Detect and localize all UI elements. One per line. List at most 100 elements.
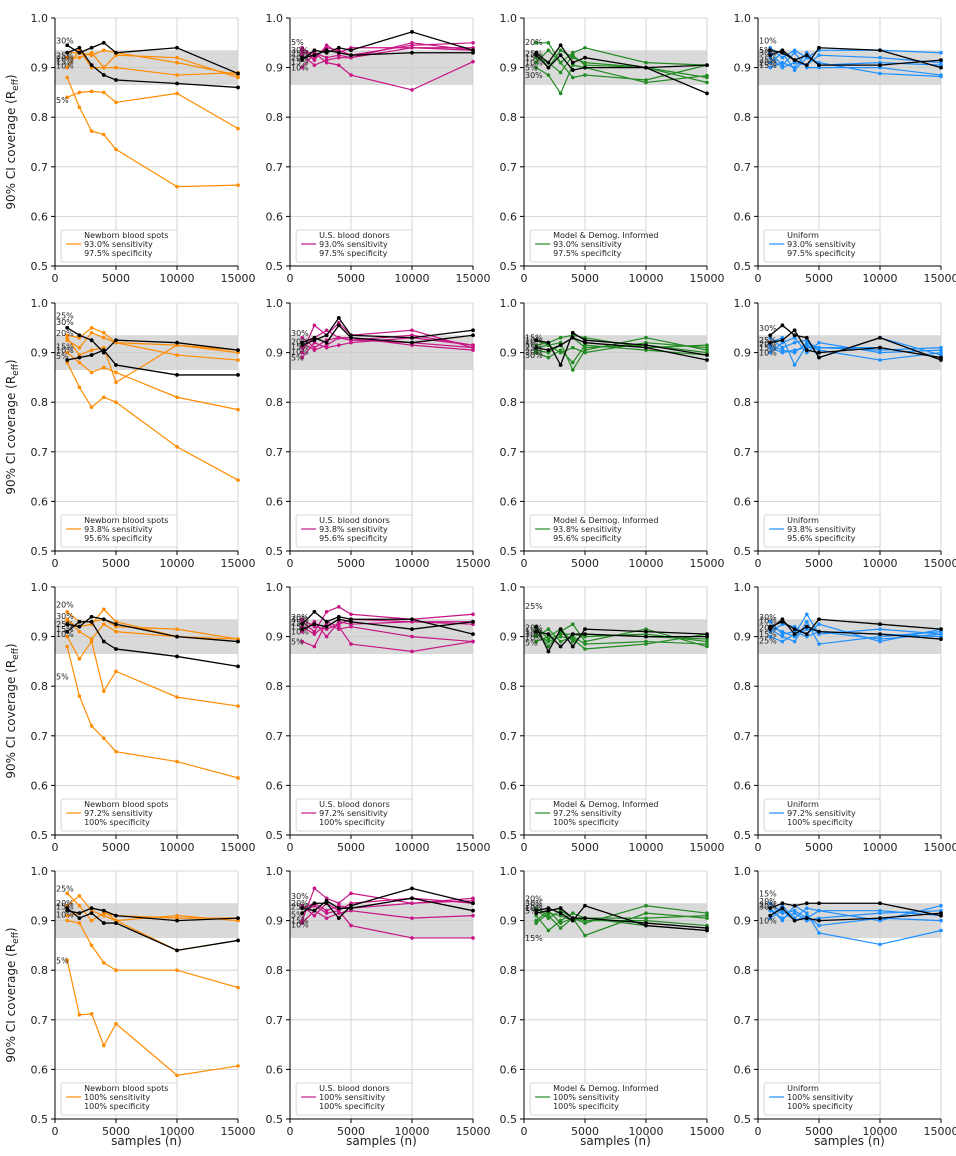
y-tick-label: 1.0 bbox=[500, 12, 518, 25]
y-tick-label: 0.5 bbox=[266, 829, 284, 842]
y-tick-label: 0.6 bbox=[500, 495, 518, 508]
data-point bbox=[583, 46, 587, 50]
x-tick-label: 10000 bbox=[160, 841, 195, 854]
legend-specificity: 100% specificity bbox=[553, 1102, 619, 1111]
data-point bbox=[817, 901, 821, 905]
data-point bbox=[175, 760, 179, 764]
data-point bbox=[547, 348, 551, 352]
data-point bbox=[236, 358, 240, 362]
data-point bbox=[78, 620, 82, 624]
legend-title: Model & Demog. Informed bbox=[553, 1084, 658, 1093]
y-tick-label: 0.5 bbox=[734, 260, 752, 273]
data-point bbox=[571, 346, 575, 350]
data-point bbox=[313, 901, 317, 905]
data-point bbox=[102, 909, 106, 913]
data-point bbox=[817, 346, 821, 350]
data-point bbox=[410, 341, 414, 345]
prevalence-label: 10% bbox=[291, 64, 309, 73]
data-point bbox=[313, 324, 317, 328]
data-point bbox=[337, 46, 341, 50]
prevalence-label: 15% bbox=[759, 61, 777, 70]
legend-title: Newborn blood spots bbox=[84, 1084, 168, 1093]
legend-title: Newborn blood spots bbox=[84, 800, 168, 809]
data-point bbox=[547, 637, 551, 641]
y-tick-label: 0.5 bbox=[266, 545, 284, 558]
data-point bbox=[559, 921, 563, 925]
data-point bbox=[175, 1074, 179, 1078]
data-point bbox=[559, 343, 563, 347]
legend-sensitivity: 93.0% sensitivity bbox=[787, 240, 856, 249]
data-point bbox=[313, 336, 317, 340]
data-point bbox=[571, 61, 575, 65]
data-point bbox=[705, 74, 709, 78]
data-point bbox=[325, 56, 329, 60]
legend-specificity: 100% specificity bbox=[787, 818, 853, 827]
x-tick-label: 15000 bbox=[690, 1125, 725, 1138]
y-tick-label: 0.7 bbox=[500, 1014, 518, 1027]
data-point bbox=[90, 724, 94, 728]
legend-title: Uniform bbox=[787, 516, 819, 525]
data-point bbox=[78, 346, 82, 350]
data-point bbox=[559, 926, 563, 930]
data-point bbox=[313, 909, 317, 913]
y-tick-label: 0.5 bbox=[734, 829, 752, 842]
prevalence-label: 10% bbox=[291, 628, 309, 637]
y-tick-label: 0.8 bbox=[31, 396, 49, 409]
data-point bbox=[939, 919, 943, 923]
data-point bbox=[559, 906, 563, 910]
prevalence-label: 10% bbox=[56, 630, 74, 639]
data-point bbox=[114, 101, 118, 105]
data-point bbox=[583, 61, 587, 65]
data-point bbox=[644, 904, 648, 908]
data-point bbox=[410, 916, 414, 920]
y-tick-label: 0.9 bbox=[266, 915, 284, 928]
x-tick-label: 0 bbox=[287, 841, 294, 854]
data-point bbox=[325, 333, 329, 337]
data-point bbox=[175, 948, 179, 952]
data-point bbox=[471, 632, 475, 636]
data-point bbox=[547, 61, 551, 65]
data-point bbox=[571, 645, 575, 649]
data-point bbox=[313, 914, 317, 918]
data-point bbox=[644, 916, 648, 920]
x-tick-label: 0 bbox=[52, 557, 59, 570]
data-point bbox=[349, 892, 353, 896]
data-point bbox=[114, 381, 118, 385]
data-point bbox=[236, 478, 240, 482]
data-point bbox=[78, 657, 82, 661]
x-tick-label: 15000 bbox=[221, 272, 256, 285]
data-point bbox=[175, 914, 179, 918]
y-tick-label: 0.8 bbox=[500, 396, 518, 409]
data-point bbox=[571, 637, 575, 641]
prevalence-label: 30% bbox=[525, 71, 543, 80]
data-point bbox=[410, 936, 414, 940]
y-tick-label: 0.5 bbox=[500, 260, 518, 273]
data-point bbox=[705, 346, 709, 350]
data-point bbox=[817, 931, 821, 935]
y-tick-label: 0.6 bbox=[266, 495, 284, 508]
data-point bbox=[90, 46, 94, 50]
prevalence-label: 10% bbox=[759, 917, 777, 926]
prevalence-label: 10% bbox=[56, 62, 74, 71]
series-line-nbs-5 bbox=[67, 91, 238, 128]
data-point bbox=[325, 43, 329, 47]
data-point bbox=[939, 73, 943, 77]
data-point bbox=[90, 326, 94, 330]
data-point bbox=[559, 43, 563, 47]
data-point bbox=[571, 361, 575, 365]
data-point bbox=[236, 373, 240, 377]
data-point bbox=[644, 336, 648, 340]
data-point bbox=[114, 1022, 118, 1026]
data-point bbox=[337, 316, 341, 320]
data-point bbox=[878, 627, 882, 631]
x-tick-label: 10000 bbox=[160, 557, 195, 570]
data-point bbox=[175, 373, 179, 377]
data-point bbox=[793, 328, 797, 332]
x-tick-label: 15000 bbox=[456, 841, 491, 854]
data-point bbox=[471, 51, 475, 55]
data-point bbox=[878, 358, 882, 362]
y-tick-label: 0.5 bbox=[500, 1113, 518, 1126]
